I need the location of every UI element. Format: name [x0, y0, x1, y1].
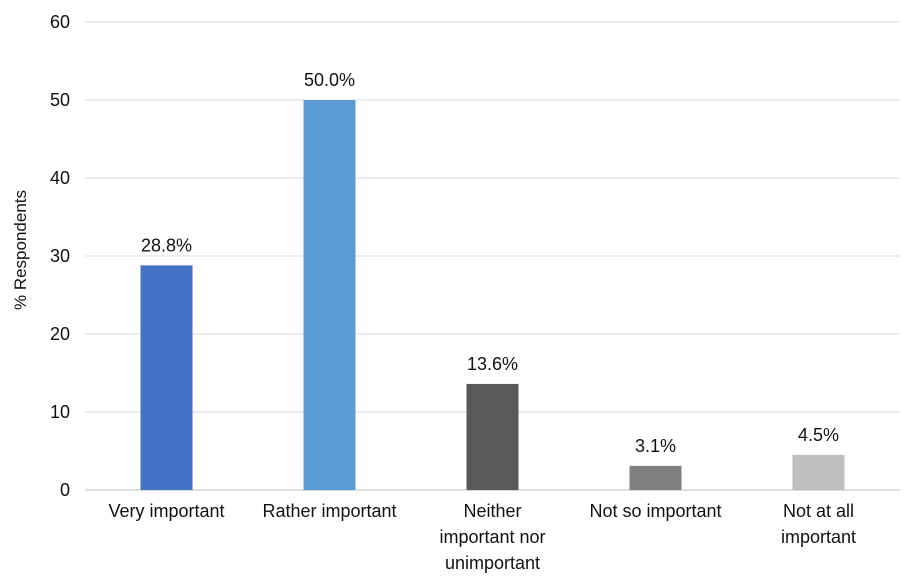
- y-axis-title: % Respondents: [11, 190, 30, 310]
- data-label: 50.0%: [304, 70, 355, 90]
- gridlines: [85, 21, 900, 491]
- bar: [629, 465, 682, 490]
- category-label: Rather important: [262, 501, 396, 521]
- bars: [140, 100, 845, 490]
- data-label: 28.8%: [141, 235, 192, 255]
- y-tick-label: 10: [50, 402, 70, 422]
- data-label: 3.1%: [635, 436, 676, 456]
- y-axis-ticks: 0 10 20 30 40 50 60: [50, 12, 70, 500]
- y-tick-label: 40: [50, 168, 70, 188]
- bar: [466, 383, 519, 490]
- bar: [140, 265, 193, 490]
- data-label: 4.5%: [798, 425, 839, 445]
- category-label: Not so important: [589, 501, 721, 521]
- data-label: 13.6%: [467, 354, 518, 374]
- category-label: Very important: [108, 501, 224, 521]
- category-labels: Very important Rather important Neither imp…: [108, 501, 856, 573]
- y-tick-label: 30: [50, 246, 70, 266]
- category-label: Not at all important: [781, 501, 856, 547]
- category-label: Neither important nor unimportant: [439, 501, 545, 573]
- bar: [303, 100, 356, 490]
- y-tick-label: 0: [60, 480, 70, 500]
- data-labels: 28.8% 50.0% 13.6% 3.1% 4.5%: [141, 70, 839, 456]
- y-tick-label: 50: [50, 90, 70, 110]
- y-tick-label: 60: [50, 12, 70, 32]
- y-tick-label: 20: [50, 324, 70, 344]
- bar: [792, 454, 845, 490]
